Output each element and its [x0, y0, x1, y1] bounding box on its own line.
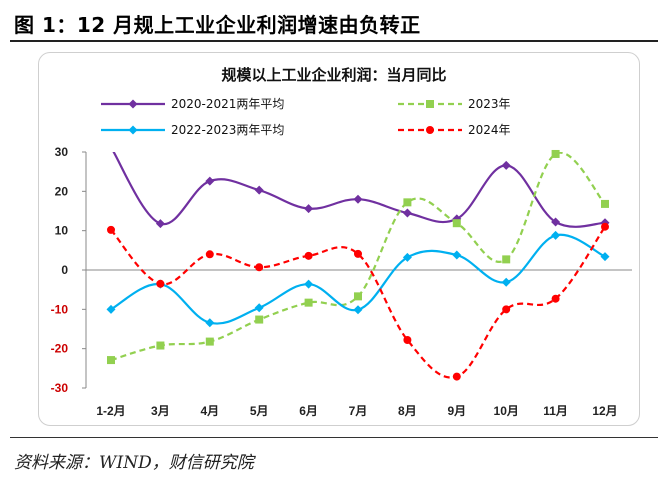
data-point: [107, 356, 115, 365]
data-point: [254, 303, 264, 313]
legend-marker: [128, 125, 138, 135]
legend-label: 2022-2023两年平均: [171, 123, 284, 137]
data-point: [304, 204, 314, 214]
data-point: [601, 199, 609, 208]
legend-item: 2020-2021两年平均: [101, 97, 284, 111]
data-point: [353, 194, 363, 204]
series-1: [112, 152, 610, 229]
data-point: [601, 222, 609, 231]
data-point: [156, 279, 165, 288]
data-point: [304, 298, 313, 307]
title-rule: [10, 40, 658, 42]
y-tick-label: -30: [51, 381, 69, 395]
data-point: [304, 279, 314, 289]
legend-item: 2024年: [398, 123, 511, 137]
legend-item: 2022-2023两年平均: [101, 123, 284, 137]
x-tick-label: 7月: [349, 404, 368, 418]
data-point: [502, 305, 511, 314]
data-point: [205, 337, 214, 346]
x-tick-label: 5月: [250, 404, 269, 418]
series-4: [107, 222, 609, 381]
data-point: [156, 341, 165, 350]
legend-label: 2024年: [468, 123, 511, 137]
data-point: [551, 217, 561, 227]
y-tick-label: 10: [55, 224, 69, 238]
data-point: [402, 252, 412, 262]
data-point: [205, 318, 215, 328]
y-tick-label: -20: [51, 342, 69, 356]
x-tick-label: 10月: [494, 404, 519, 418]
legend-label: 2020-2021两年平均: [171, 97, 284, 111]
series-group: [106, 149, 610, 381]
data-point: [353, 305, 363, 315]
data-point: [254, 185, 264, 195]
legend-marker: [426, 100, 434, 108]
data-point: [205, 176, 215, 186]
data-point: [452, 250, 462, 260]
y-tick-label: 20: [55, 184, 69, 198]
data-point: [501, 160, 511, 170]
data-point: [502, 255, 511, 264]
x-tick-label: 1-2月: [96, 404, 125, 418]
legend-marker: [426, 126, 434, 134]
x-tick-label: 3月: [151, 404, 170, 418]
data-point: [354, 249, 362, 258]
series-3: [106, 230, 610, 328]
y-tick-label: -10: [51, 302, 69, 316]
y-tick-label: 30: [55, 145, 69, 159]
source-note: 资料来源：WIND，财信研究院: [14, 453, 254, 473]
data-point: [255, 263, 264, 272]
source-rule: [10, 437, 658, 438]
data-point: [255, 315, 264, 324]
data-point: [452, 372, 461, 381]
axes: 30 20 10 0 -10 -20 -30 1-2月 3月 4月 5月 6月 7月 8月 9月 10月 11月…: [51, 145, 632, 418]
data-point: [304, 251, 313, 260]
series-2: [107, 149, 609, 365]
data-point: [106, 304, 116, 314]
figure-title: 图 1：12 月规上工业企业利润增速由负转正: [14, 13, 421, 37]
x-tick-label: 8月: [398, 404, 417, 418]
x-tick-label: 6月: [299, 404, 318, 418]
chart-frame: [38, 52, 640, 426]
x-tick-label: 11月: [543, 404, 568, 418]
data-point: [452, 219, 461, 228]
legend: 2020-2021两年平均 2023年 2022-2023两年平均 2024年: [101, 97, 511, 137]
data-point: [501, 277, 511, 287]
legend-label: 2023年: [468, 97, 511, 111]
legend-marker: [128, 99, 138, 109]
x-tick-label: 9月: [447, 404, 466, 418]
chart-title: 规模以上工业企业利润：当月同比: [221, 66, 446, 84]
data-point: [551, 230, 561, 240]
x-tick-label: 12月: [592, 404, 617, 418]
series-line: [112, 152, 606, 228]
data-point: [403, 198, 412, 207]
data-point: [600, 252, 610, 262]
legend-item: 2023年: [398, 97, 511, 111]
data-point: [403, 336, 412, 345]
data-point: [155, 219, 165, 229]
data-point: [551, 149, 560, 158]
data-point: [551, 294, 560, 303]
data-point: [107, 225, 115, 234]
data-point: [402, 208, 412, 218]
data-point: [354, 292, 362, 301]
x-tick-label: 4月: [200, 404, 219, 418]
y-tick-label: 0: [61, 263, 68, 277]
data-point: [205, 250, 214, 259]
